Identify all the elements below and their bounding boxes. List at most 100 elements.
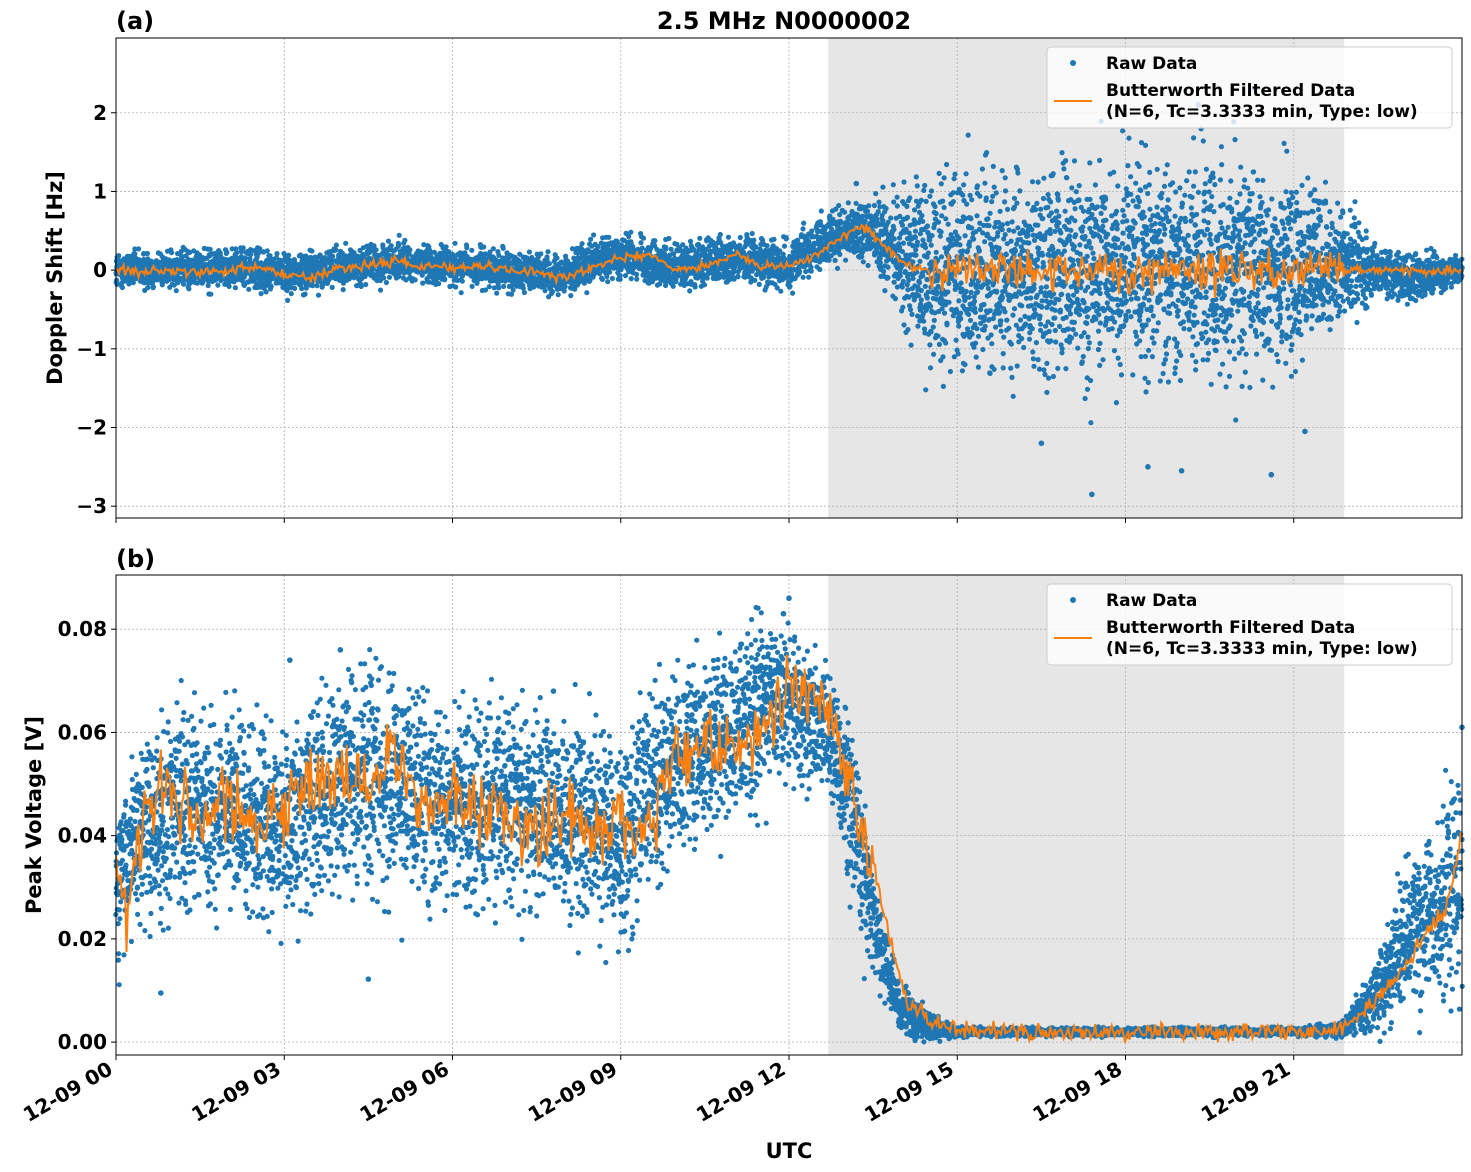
raw-data-point [542,288,548,294]
raw-data-point [315,292,322,298]
raw-data-point [396,232,402,238]
raw-data-point [737,234,743,241]
raw-data-point [952,171,958,177]
raw-data-point [329,284,335,290]
raw-data-point [928,303,934,309]
raw-data-point [907,195,913,201]
raw-data-point [957,242,963,248]
raw-data-point [628,229,634,235]
raw-data-point [881,268,887,275]
raw-data-point [912,228,919,234]
raw-data-point [258,291,264,297]
raw-data-point [486,284,492,290]
raw-data-point [941,175,947,181]
raw-data-point [150,285,156,291]
raw-data-point [697,235,703,241]
raw-data-point [900,304,906,310]
raw-data-point [938,254,945,260]
raw-data-point [923,387,929,393]
raw-data-point [950,199,957,205]
raw-data-point [186,286,192,292]
raw-data-point [843,257,849,263]
raw-data-point [761,271,767,277]
raw-data-point [966,311,972,317]
raw-data-point [579,241,585,247]
raw-data-point [910,259,916,265]
raw-data-point [800,274,806,280]
raw-data-point [796,268,803,274]
raw-data-point [899,284,905,290]
raw-data-point [538,251,544,257]
raw-data-point [909,311,915,317]
raw-data-point [904,203,910,209]
raw-data-point [891,199,897,205]
raw-data-point [834,265,841,271]
raw-data-point [927,365,934,371]
raw-data-point [549,289,556,295]
raw-data-point [927,193,933,199]
raw-data-point [964,201,970,207]
raw-data-point [944,320,950,327]
raw-data-point [208,291,214,297]
raw-data-point [971,236,977,242]
raw-data-point [836,202,842,209]
raw-data-point [921,187,927,193]
raw-data-point [500,245,506,251]
raw-data-point [969,225,975,231]
raw-data-point [606,234,612,240]
raw-data-point [169,250,175,256]
raw-data-point [838,220,844,226]
raw-data-point [609,275,616,282]
raw-data-point [436,281,442,287]
raw-data-point [800,226,806,232]
raw-data-point [936,341,943,347]
raw-data-point [931,351,937,357]
raw-data-point [240,245,246,251]
raw-data-point [968,216,974,222]
raw-data-point [914,183,920,189]
raw-data-point [941,310,948,316]
raw-data-point [899,222,906,228]
raw-data-point [299,285,305,292]
raw-data-point [383,279,389,286]
raw-data-point [923,198,929,204]
panel-a-raw-series [113,62,1465,498]
raw-data-point [263,289,269,295]
raw-data-point [894,284,901,290]
raw-data-point [892,296,899,302]
raw-data-point [141,250,147,257]
raw-data-point [215,282,221,288]
raw-data-point [961,182,967,188]
raw-data-point [546,261,553,267]
raw-data-point [469,247,475,253]
raw-data-point [607,269,613,275]
raw-data-point [859,254,865,260]
raw-data-point [876,199,882,205]
raw-data-point [963,171,969,177]
raw-data-point [132,251,138,257]
raw-data-point [809,228,815,234]
raw-data-point [891,279,897,285]
raw-data-point [242,255,248,261]
raw-data-point [919,213,925,219]
raw-data-point [958,316,964,322]
raw-data-point [639,245,645,251]
raw-data-point [928,329,934,335]
raw-data-point [913,174,919,180]
raw-data-point [246,286,252,292]
raw-data-point [751,237,757,243]
raw-data-point [901,322,907,328]
raw-data-point [885,264,891,270]
raw-data-point [790,290,796,296]
raw-data-point [171,282,177,288]
raw-data-point [115,253,121,259]
raw-data-point [343,240,349,246]
raw-data-point [845,200,851,206]
raw-data-point [333,242,339,248]
raw-data-point [490,246,496,252]
raw-data-point [905,287,911,293]
raw-data-point [818,208,824,214]
raw-data-point [936,170,942,176]
raw-data-point [969,197,975,203]
raw-data-point [764,243,770,249]
